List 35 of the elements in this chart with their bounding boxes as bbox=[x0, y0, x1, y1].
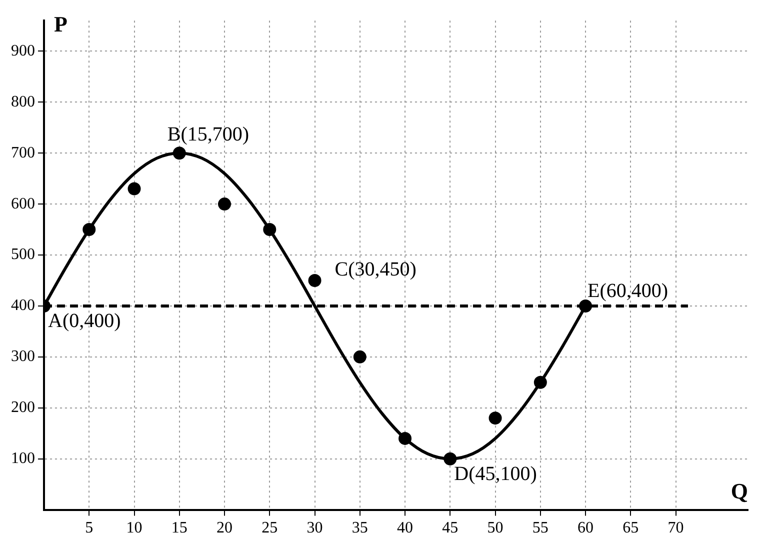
y-tick-label: 300 bbox=[11, 348, 35, 366]
x-tick-label: 45 bbox=[442, 520, 458, 537]
y-tick-label: 100 bbox=[11, 450, 35, 468]
x-tick-label: 10 bbox=[126, 520, 142, 537]
x-tick-label: 5 bbox=[85, 520, 94, 537]
x-tick-label: 70 bbox=[668, 520, 684, 537]
annotation: B(15,700) bbox=[167, 123, 250, 146]
y-tick-label: 700 bbox=[11, 144, 35, 162]
annotation: A(0,400) bbox=[48, 310, 121, 332]
x-tick-label: 50 bbox=[487, 520, 504, 537]
point bbox=[353, 350, 366, 364]
x-tick-label: 30 bbox=[306, 520, 323, 537]
x-tick-label: 55 bbox=[532, 520, 548, 537]
point bbox=[308, 274, 322, 287]
y-tick-label: 900 bbox=[11, 42, 35, 60]
y-tick-label: 200 bbox=[11, 399, 35, 416]
y-tick-label: 400 bbox=[11, 297, 35, 314]
x-tick-label: 25 bbox=[262, 520, 278, 537]
point bbox=[128, 182, 141, 196]
x-tick-label: 20 bbox=[216, 520, 233, 537]
y-axis-title: P bbox=[54, 11, 68, 36]
x-tick-label: 35 bbox=[352, 520, 368, 537]
y-tick-label: 500 bbox=[11, 246, 35, 264]
annotation: E(60,400) bbox=[588, 280, 668, 302]
point bbox=[488, 412, 502, 425]
y-tick-label: 800 bbox=[11, 93, 35, 110]
point bbox=[218, 198, 232, 211]
annotation: D(45,100) bbox=[454, 463, 537, 486]
x-tick-label: 65 bbox=[622, 520, 639, 537]
x-tick-label: 15 bbox=[171, 520, 188, 537]
annotation: C(30,450) bbox=[334, 258, 416, 281]
x-tick-label: 40 bbox=[397, 520, 414, 537]
y-tick-label: 600 bbox=[11, 195, 35, 212]
x-tick-label: 60 bbox=[578, 520, 594, 537]
x-axis-title: Q bbox=[730, 478, 748, 504]
